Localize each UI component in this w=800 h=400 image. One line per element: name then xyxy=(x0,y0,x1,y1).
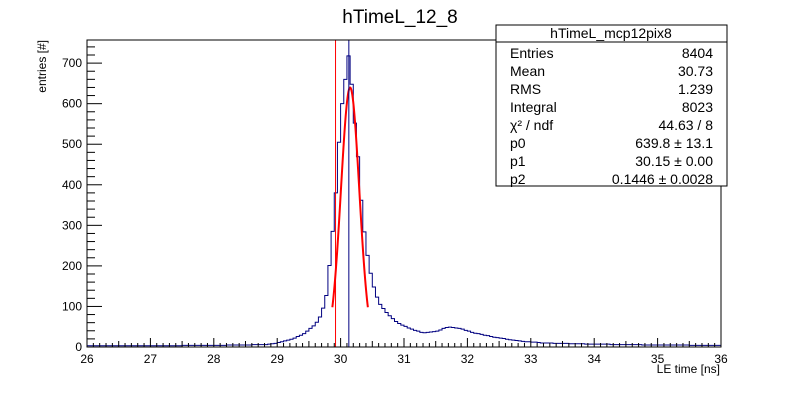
y-tick-label: 600 xyxy=(62,97,82,111)
stats-value: 8023 xyxy=(682,99,713,115)
chart-title: hTimeL_12_8 xyxy=(342,7,457,28)
stats-label: Entries xyxy=(510,45,554,61)
stats-label: p2 xyxy=(510,171,526,187)
histogram-line xyxy=(86,55,722,347)
y-tick-label: 0 xyxy=(75,340,82,354)
stats-value: 8404 xyxy=(682,45,713,61)
stats-box-title: hTimeL_mcp12pix8 xyxy=(550,25,672,41)
x-axis-label: LE time [ns] xyxy=(657,362,720,376)
stats-label: χ² / ndf xyxy=(510,117,553,133)
x-tick-label: 35 xyxy=(651,352,665,366)
y-tick-label: 400 xyxy=(62,178,82,192)
stats-value: 30.73 xyxy=(678,63,713,79)
x-tick-label: 26 xyxy=(80,352,94,366)
y-axis: 0 100 200 300 400 500 600 700 xyxy=(62,46,102,354)
y-tick-label: 500 xyxy=(62,137,82,151)
x-axis: 26 27 28 29 30 31 32 33 34 35 36 xyxy=(80,338,728,366)
stats-value: 30.15 ± 0.00 xyxy=(635,153,713,169)
stats-label: Mean xyxy=(510,63,545,79)
x-tick-label: 34 xyxy=(588,352,602,366)
stats-box: hTimeL_mcp12pix8 Entries 8404 Mean 30.73 RMS… xyxy=(495,24,728,187)
stats-value: 639.8 ± 13.1 xyxy=(635,135,713,151)
stats-value: 44.63 / 8 xyxy=(659,117,714,133)
x-tick-label: 31 xyxy=(397,352,411,366)
x-tick-label: 27 xyxy=(144,352,158,366)
stats-box-frame xyxy=(495,24,728,187)
stats-label: p0 xyxy=(510,135,526,151)
x-tick-label: 29 xyxy=(271,352,285,366)
stats-box-rows: Entries 8404 Mean 30.73 RMS 1.239 Integral 8023… xyxy=(510,45,713,187)
gaussian-fit-curve xyxy=(331,86,369,308)
y-tick-label: 200 xyxy=(62,259,82,273)
x-tick-label: 30 xyxy=(334,352,348,366)
y-tick-label: 100 xyxy=(62,299,82,313)
x-tick-label: 28 xyxy=(207,352,221,366)
histogram-series xyxy=(86,55,722,347)
x-tick-label: 36 xyxy=(714,352,728,366)
y-tick-label: 700 xyxy=(62,56,82,70)
x-tick-label: 33 xyxy=(524,352,538,366)
stats-label: RMS xyxy=(510,81,541,97)
y-tick-label: 300 xyxy=(62,218,82,232)
x-tick-label: 32 xyxy=(461,352,475,366)
stats-value: 1.239 xyxy=(678,81,713,97)
y-axis-label: entries [#] xyxy=(35,40,49,93)
stats-value: 0.1446 ± 0.0028 xyxy=(612,171,713,187)
fit-curve-group xyxy=(331,86,369,308)
stats-label: p1 xyxy=(510,153,526,169)
stats-label: Integral xyxy=(510,99,557,115)
marker-lines xyxy=(335,40,350,347)
